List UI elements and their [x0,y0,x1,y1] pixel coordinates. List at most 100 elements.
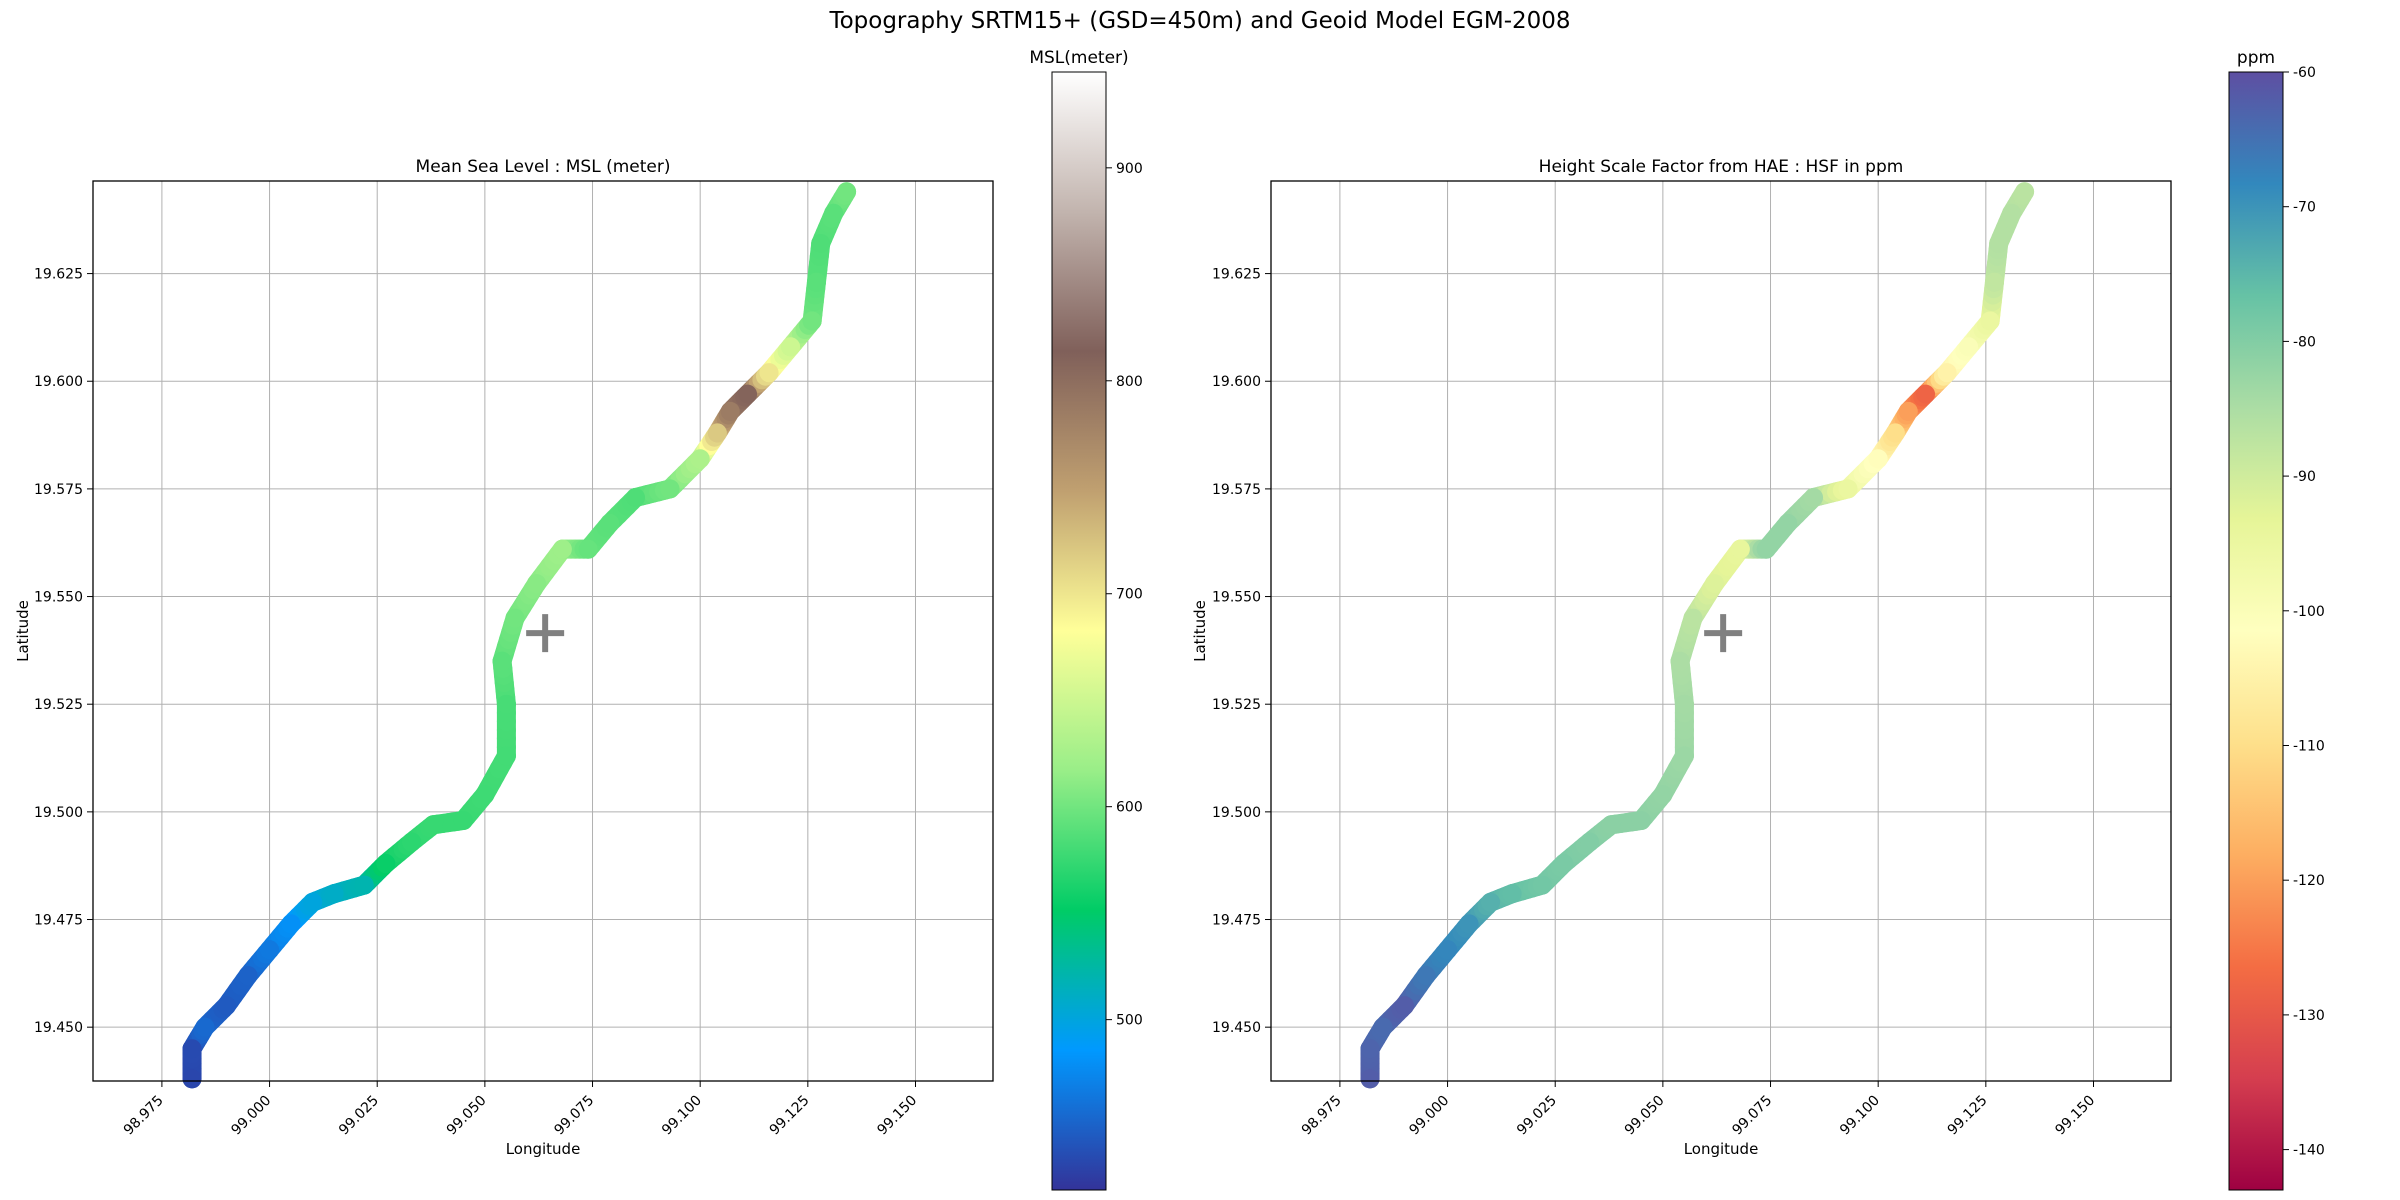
hsf-data-point [1989,233,2009,253]
hsf-x-axis-label: Longitude [1684,1140,1759,1158]
msl-data-point [324,884,344,904]
hsf-y-tick-label: 19.600 [1212,374,1261,390]
hsf-colorbar: ppm -140 -130 -120 -110 -100 -90 -80 -70 -60 [2228,48,2325,1191]
msl-y-tick-label: 19.450 [34,1020,83,1036]
msl-colorbar-tick-label: 500 [1116,1013,1143,1029]
hsf-x-tick-label: 99.025 [1514,1093,1560,1139]
msl-data-point [505,608,525,628]
msl-data-point [738,384,758,404]
hsf-x-tick-label: 99.050 [1622,1093,1668,1139]
hsf-data-point [1481,892,1501,912]
msl-data-point [600,513,620,533]
hsf-data-point [1804,488,1824,508]
msl-x-ticks: 98.975 99.000 99.025 99.050 99.075 99.100 99.1… [121,1081,920,1139]
hsf-y-tick-label: 19.525 [1212,697,1261,713]
msl-center-marker [526,614,565,653]
hsf-y-tick-label: 19.450 [1212,1020,1261,1036]
hsf-data-point [1394,996,1414,1016]
hsf-x-tick-label: 99.150 [2052,1093,2098,1139]
figure-title: Topography SRTM15+ (GSD=450m) and Geoid … [828,8,1570,34]
hsf-data-point [1730,539,1750,559]
hsf-data-point [1601,815,1621,835]
hsf-data-point [1360,1069,1380,1089]
msl-x-tick-label: 99.125 [767,1093,813,1139]
msl-data-point [423,815,443,835]
hsf-colorbar-title: ppm [2237,48,2275,68]
msl-y-tick-label: 19.500 [34,805,83,821]
hsf-data-point [1459,914,1479,934]
hsf-grid [1271,181,2171,1081]
msl-data-point [811,233,831,253]
hsf-y-tick-label: 19.625 [1212,267,1261,283]
hsf-colorbar-tick-label: -130 [2293,1008,2325,1024]
msl-data-point [182,1069,202,1089]
hsf-x-tick-label: 99.100 [1837,1093,1883,1139]
hsf-colorbar-tick-label: -90 [2293,469,2316,485]
msl-data-point [824,203,844,223]
hsf-data-point [1532,875,1552,895]
hsf-data-point [1438,940,1458,960]
hsf-data-point [1502,884,1522,904]
msl-colorbar-tick-label: 700 [1116,587,1143,603]
hsf-data-point [2002,203,2022,223]
hsf-colorbar-ticks: -140 -130 -120 -110 -100 -90 -80 -70 -60 [2283,65,2325,1159]
hsf-data-point [1360,1039,1380,1059]
hsf-y-tick-label: 19.475 [1212,913,1261,929]
msl-x-tick-label: 99.025 [336,1093,382,1139]
msl-y-tick-label: 19.525 [34,697,83,713]
hsf-data-point [1778,513,1798,533]
msl-x-tick-label: 98.975 [121,1093,167,1139]
msl-plot-frame [92,180,994,1082]
msl-y-ticks: 19.450 19.475 19.500 19.525 19.550 19.575 19.6… [34,267,93,1036]
hsf-data-point [1554,854,1574,874]
hsf-colorbar-tick-label: -60 [2293,65,2316,81]
hsf-data-point [1416,965,1436,985]
msl-colorbar-ticks: 500 600 700 800 900 [1106,161,1143,1029]
hsf-x-tick-label: 99.075 [1729,1093,1775,1139]
hsf-data-point [1959,337,1979,357]
msl-data-point [759,363,779,383]
msl-colorbar-tick-label: 900 [1116,161,1143,177]
hsf-colorbar-tick-label: -140 [2293,1143,2325,1159]
hsf-data-point [1683,608,1703,628]
msl-data-point [552,539,572,559]
hsf-data-point [1674,694,1694,714]
msl-y-tick-label: 19.625 [34,267,83,283]
hsf-colorbar-tick-label: -100 [2293,604,2325,620]
msl-y-axis-label: Latitude [14,600,32,662]
msl-data-point [453,810,473,830]
hsf-y-tick-label: 19.550 [1212,590,1261,606]
hsf-y-ticks: 19.450 19.475 19.500 19.525 19.550 19.575 19.6… [1212,267,1271,1036]
hsf-data-point [2015,182,2035,202]
msl-data-point [527,574,547,594]
msl-data-point [806,272,826,292]
hsf-plot-frame [1270,180,2172,1082]
hsf-data-point [1373,1017,1393,1037]
msl-x-axis-label: Longitude [506,1140,581,1158]
msl-data-point [195,1017,215,1037]
msl-data-point [837,182,857,202]
msl-data-point [216,996,236,1016]
hsf-route [1360,182,2035,1089]
msl-y-tick-label: 19.600 [34,374,83,390]
hsf-data-point [1937,363,1957,383]
msl-data-point [475,785,495,805]
hsf-x-tick-label: 99.125 [1945,1093,1991,1139]
hsf-data-point [1705,574,1725,594]
msl-data-point [707,423,727,443]
hsf-data-point [1868,449,1888,469]
msl-data-point [781,337,801,357]
msl-data-point [260,940,280,960]
hsf-data-point [1980,311,2000,331]
msl-y-tick-label: 19.550 [34,590,83,606]
hsf-data-point [1674,746,1694,766]
msl-data-point [720,401,740,421]
hsf-data-point [1653,785,1673,805]
msl-data-point [238,965,258,985]
hsf-data-point [1756,539,1776,559]
msl-data-point [492,651,512,671]
hsf-data-point [1631,810,1651,830]
hsf-y-tick-label: 19.575 [1212,482,1261,498]
hsf-data-point [1885,423,1905,443]
msl-x-tick-label: 99.150 [874,1093,920,1139]
